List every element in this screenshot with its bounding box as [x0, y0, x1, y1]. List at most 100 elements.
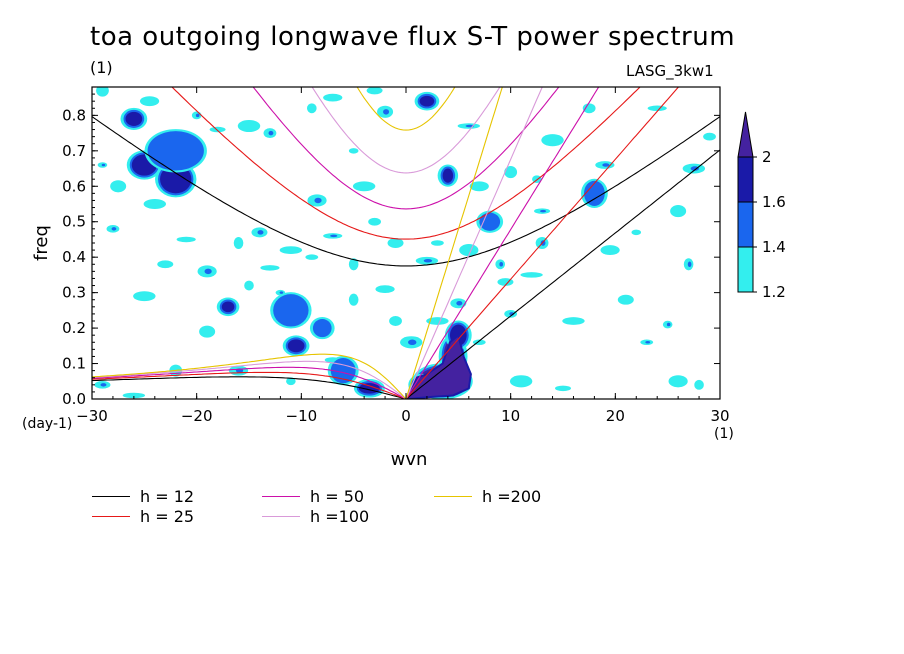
spectral-patch: [389, 316, 402, 326]
contour-regions: [94, 87, 716, 399]
spectral-patch: [143, 199, 166, 209]
x-axis-label: wvn: [391, 449, 428, 470]
spectral-patch: [122, 392, 146, 399]
dispersion-curve: [92, 376, 407, 399]
x-tick-label: 20: [606, 407, 625, 425]
spectral-patch-core: [408, 339, 417, 346]
x-axis-ticks: −30 −20 −10 0 10 20 30: [76, 87, 730, 425]
colorbar-segment: [737, 246, 754, 293]
dispersion-curve: [92, 353, 407, 399]
spectral-patch: [176, 236, 196, 243]
spectral-patch-core: [279, 291, 284, 294]
legend-label: h =200: [482, 486, 542, 506]
spectral-patch: [233, 236, 244, 250]
spectral-patch: [199, 325, 216, 338]
dispersion-curve: [92, 116, 720, 267]
colorbar-arrow: [737, 111, 754, 158]
legend-swatch: [92, 495, 130, 497]
spectral-patch: [617, 294, 634, 305]
spectral-patch: [694, 379, 704, 390]
spectral-patch-core: [645, 341, 651, 344]
legend-label: h = 12: [140, 486, 195, 506]
model-label: LASG_3kw1: [626, 62, 714, 80]
spectral-patch: [157, 260, 174, 269]
dispersion-curve: [405, 87, 680, 399]
dispersion-curve: [356, 87, 456, 131]
dispersion-curve: [92, 371, 407, 399]
spectral-patch-core: [257, 230, 264, 235]
x-tick-label: −10: [286, 407, 318, 425]
legend-swatch: [262, 495, 300, 497]
dispersion-curve: [311, 87, 501, 174]
spectral-region-core: [275, 296, 307, 325]
spectral-patch-core: [423, 258, 433, 263]
y-axis-ticks: 0.0 0.1 0.2 0.3 0.4 0.5 0.6 0.7 0.8: [62, 86, 720, 408]
colorbar-tick-label: 1.4: [762, 238, 786, 256]
spectral-patch-core: [330, 234, 338, 238]
spectral-patch-core: [101, 163, 106, 167]
spectral-patch: [279, 246, 303, 254]
y-tick-label: 0.1: [62, 355, 86, 373]
dispersion-curve: [405, 87, 503, 399]
spectral-patch: [387, 238, 404, 248]
x-tick-label: 10: [501, 407, 520, 425]
x-tick-label: 0: [401, 407, 411, 425]
spectral-patch: [431, 240, 444, 246]
x-tick-label: −20: [181, 407, 213, 425]
legend-label: h = 25: [140, 506, 195, 526]
spectral-region-core: [332, 360, 354, 382]
spectral-patch-core: [100, 383, 107, 387]
spectral-region-core: [314, 321, 330, 336]
spectral-patch-core: [540, 240, 546, 246]
spectral-patch-core: [195, 113, 200, 118]
colorbar-tick-label: 2: [762, 148, 772, 166]
spectral-patch: [562, 317, 585, 325]
y-tick-label: 0.5: [62, 213, 86, 231]
y-tick-label: 0.4: [62, 248, 86, 266]
spectral-patch-core: [456, 301, 463, 306]
spectral-patch: [555, 385, 571, 392]
spectral-region-core: [221, 301, 235, 313]
spectral-patch: [305, 254, 319, 260]
colorbar-tick-label: 1.2: [762, 283, 786, 301]
spectral-patch-core: [690, 166, 700, 171]
spectral-patch-core: [111, 227, 117, 231]
y-tick-label: 0.0: [62, 390, 86, 408]
dispersion-curves: [92, 87, 720, 399]
spectral-patch-core: [268, 130, 274, 136]
colorbar-segment: [737, 201, 754, 248]
spectral-region-core: [149, 133, 202, 169]
spectral-patch: [541, 134, 564, 147]
colorbar-tick-label: 1.6: [762, 193, 786, 211]
spectral-patch-core: [204, 268, 212, 275]
spectral-patch: [260, 265, 280, 271]
spectral-patch: [368, 217, 381, 226]
spectral-patch: [133, 291, 156, 302]
spectral-patch: [703, 132, 716, 141]
spectral-patch: [286, 377, 296, 386]
legend-item-h12: h = 12: [92, 486, 195, 506]
dispersion-curve: [405, 87, 600, 399]
spectral-patch-core: [314, 197, 322, 204]
y-tick-label: 0.7: [62, 142, 86, 160]
spectral-patch: [668, 375, 688, 388]
legend-swatch: [262, 515, 300, 517]
x-tick-label: 30: [710, 407, 729, 425]
spectral-patch: [244, 280, 254, 291]
y-tick-label: 0.8: [62, 106, 86, 124]
spectral-region-core: [419, 95, 435, 107]
spectral-patch: [647, 105, 667, 112]
spectral-patch: [348, 293, 359, 306]
legend-label: h = 50: [310, 486, 365, 506]
spectral-patch: [209, 126, 226, 133]
spectral-patch: [426, 317, 449, 325]
spectral-patch: [139, 96, 160, 107]
legend-label: h =100: [310, 506, 370, 526]
colorbar: 2 1.6 1.4 1.2: [737, 111, 786, 301]
chart-title: toa outgoing longwave flux S-T power spe…: [90, 22, 736, 52]
spectral-region-core: [481, 214, 499, 229]
kelvin-wave-peak: [407, 333, 472, 399]
y-tick-label: 0.2: [62, 319, 86, 337]
